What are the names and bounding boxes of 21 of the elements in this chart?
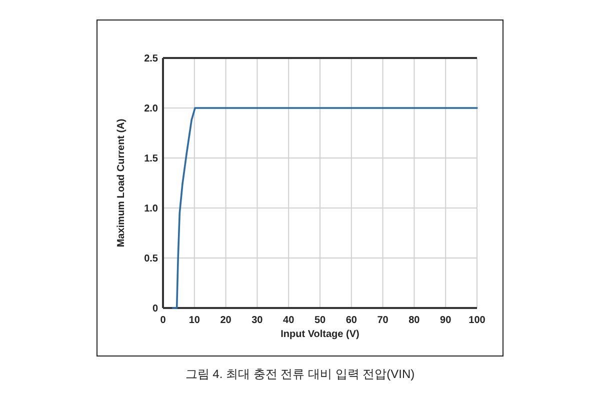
x-tick-label: 90 xyxy=(440,315,452,326)
x-tick-label: 0 xyxy=(160,315,166,326)
y-tick-label: 0.5 xyxy=(144,254,158,264)
x-tick-label: 70 xyxy=(377,315,389,326)
x-tick-label: 40 xyxy=(283,315,295,326)
x-tick-label: 60 xyxy=(346,315,358,326)
y-tick-label: 2.0 xyxy=(144,104,158,114)
caption: 그림 4. 최대 충전 전류 대비 입력 전압(VIN) xyxy=(185,367,415,381)
y-tick-label: 1.0 xyxy=(144,204,158,214)
y-axis-title: Maximum Load Current (A) xyxy=(116,118,127,248)
x-tick-label: 10 xyxy=(188,315,200,326)
line-series xyxy=(172,107,478,309)
x-tick-label: 30 xyxy=(252,315,264,326)
x-tick-label: 100 xyxy=(468,315,486,326)
y-tick-label: 2.5 xyxy=(144,54,158,64)
x-tick-label: 50 xyxy=(314,315,326,326)
y-tick-label: 1.5 xyxy=(144,154,158,164)
x-axis-title: Input Voltage (V) xyxy=(280,329,360,340)
x-tick-label: 20 xyxy=(220,315,232,326)
x-tick-label: 80 xyxy=(408,315,420,326)
y-tick-label: 0 xyxy=(152,304,158,314)
